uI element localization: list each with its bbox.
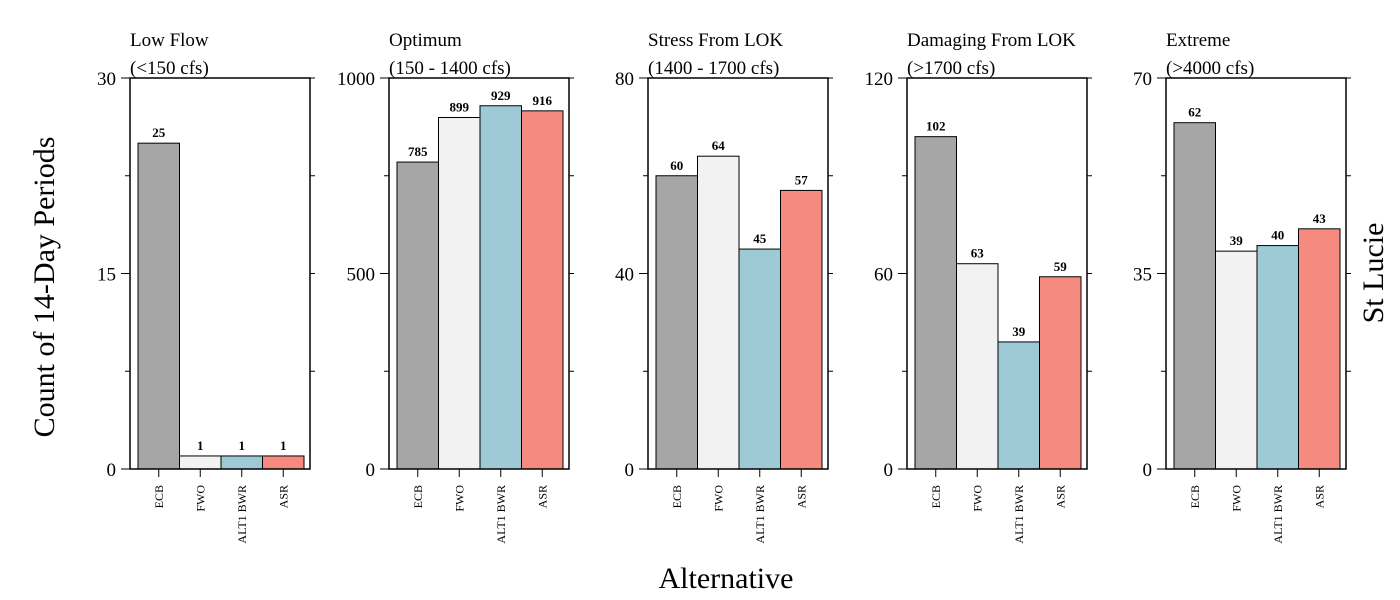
bar-value-label: 59 — [1054, 259, 1068, 274]
panel-title: Optimum — [389, 30, 462, 51]
category-label: FWO — [1229, 485, 1243, 512]
x-axis-title: Alternative — [659, 562, 794, 595]
bar-asr — [521, 110, 564, 470]
bar-asr — [1298, 228, 1341, 470]
panel-subtitle: (<150 cfs) — [130, 58, 209, 79]
bar-value-label: 60 — [670, 158, 683, 173]
bar-value-label: 64 — [712, 138, 726, 153]
category-label: ECB — [929, 485, 943, 508]
category-label: ECB — [411, 485, 425, 508]
bar-value-label: 785 — [408, 144, 428, 159]
bar-alt1-bwr — [997, 341, 1040, 470]
category-label: ALT1 BWR — [494, 485, 508, 544]
bar-alt1-bwr — [738, 248, 781, 470]
category-label: ALT1 BWR — [235, 485, 249, 544]
bar-value-label: 102 — [926, 119, 946, 134]
bar-asr — [262, 455, 305, 470]
bar-value-label: 39 — [1230, 233, 1244, 248]
category-label: ASR — [535, 485, 549, 508]
y-tick-label: 40 — [615, 265, 634, 286]
category-label: ECB — [152, 485, 166, 508]
panel-subtitle: (>1700 cfs) — [907, 58, 995, 79]
bar-fwo — [956, 263, 999, 470]
y-axis-title: Count of 14-Day Periods — [28, 137, 61, 438]
panel-3: Stress From LOK (1400 - 1700 cfs) 60 ECB 64 F… — [615, 30, 833, 544]
category-label: ECB — [670, 485, 684, 508]
panel-subtitle: (150 - 1400 cfs) — [389, 58, 511, 79]
category-label: ASR — [1053, 485, 1067, 508]
category-label: ASR — [1312, 485, 1326, 508]
bar-alt1-bwr — [479, 105, 522, 470]
category-label: FWO — [970, 485, 984, 512]
panel-subtitle: (>4000 cfs) — [1166, 58, 1254, 79]
bar-fwo — [179, 455, 222, 470]
y-tick-label: 80 — [615, 69, 634, 90]
category-label: ALT1 BWR — [1012, 485, 1026, 544]
bar-fwo — [438, 116, 481, 470]
bar-ecb — [655, 175, 698, 470]
bar-ecb — [137, 142, 180, 470]
y-tick-label: 500 — [347, 265, 376, 286]
y-tick-label: 0 — [625, 460, 635, 481]
panels-group: Low Flow (<150 cfs) 25 ECB 1 FWO 1 ALT1 BWR 1 ASR… — [97, 30, 1351, 544]
y-tick-label: 1000 — [337, 69, 375, 90]
bar-value-label: 63 — [971, 246, 985, 261]
category-label: ASR — [276, 485, 290, 508]
y-tick-label: 0 — [884, 460, 894, 481]
bar-alt1-bwr — [1256, 245, 1299, 470]
category-label: FWO — [193, 485, 207, 512]
panel-title: Extreme — [1166, 30, 1230, 51]
y-tick-label: 120 — [865, 69, 894, 90]
bar-value-label: 62 — [1188, 105, 1201, 120]
bar-ecb — [914, 136, 957, 470]
bar-value-label: 39 — [1012, 324, 1026, 339]
panel-title: Stress From LOK — [648, 30, 783, 51]
y-tick-label: 60 — [874, 265, 893, 286]
bar-value-label: 25 — [152, 125, 166, 140]
panel-subtitle: (1400 - 1700 cfs) — [648, 58, 779, 79]
bar-value-label: 916 — [533, 93, 553, 108]
bar-value-label: 1 — [197, 438, 204, 453]
bar-value-label: 1 — [239, 438, 246, 453]
bar-value-label: 1 — [280, 438, 287, 453]
bar-alt1-bwr — [220, 455, 263, 470]
y-tick-label: 70 — [1133, 69, 1152, 90]
y-tick-label: 15 — [97, 265, 116, 286]
y-tick-label: 0 — [366, 460, 376, 481]
bar-ecb — [1173, 122, 1216, 470]
panel-5: Extreme (>4000 cfs) 62 ECB 39 FWO 40 ALT1 BWR 43… — [1133, 30, 1351, 544]
panel-2: Optimum (150 - 1400 cfs) 785 ECB 899 FWO 929 AL… — [337, 30, 574, 544]
y-tick-label: 0 — [107, 460, 117, 481]
bar-fwo — [697, 155, 740, 470]
panel-title: Damaging From LOK — [907, 30, 1076, 51]
panel-4: Damaging From LOK (>1700 cfs) 102 ECB 63 FWO 3… — [865, 30, 1092, 544]
category-label: FWO — [452, 485, 466, 512]
y-tick-label: 30 — [97, 69, 116, 90]
y-tick-label: 35 — [1133, 265, 1152, 286]
bar-value-label: 57 — [795, 172, 809, 187]
facet-side-label: St Lucie — [1357, 223, 1390, 324]
bar-value-label: 899 — [450, 99, 470, 114]
bar-ecb — [396, 161, 439, 470]
bar-asr — [780, 189, 823, 470]
panel-1: Low Flow (<150 cfs) 25 ECB 1 FWO 1 ALT1 BWR 1 ASR… — [97, 30, 315, 544]
category-label: FWO — [711, 485, 725, 512]
category-label: ECB — [1188, 485, 1202, 508]
y-tick-label: 0 — [1143, 460, 1153, 481]
category-label: ALT1 BWR — [753, 485, 767, 544]
bar-value-label: 40 — [1271, 228, 1284, 243]
bar-value-label: 45 — [753, 231, 767, 246]
bar-fwo — [1215, 250, 1258, 470]
panel-title: Low Flow — [130, 30, 209, 51]
bar-asr — [1039, 276, 1082, 470]
category-label: ASR — [794, 485, 808, 508]
bar-value-label: 929 — [491, 88, 511, 103]
bar-value-label: 43 — [1313, 211, 1327, 226]
category-label: ALT1 BWR — [1271, 485, 1285, 544]
